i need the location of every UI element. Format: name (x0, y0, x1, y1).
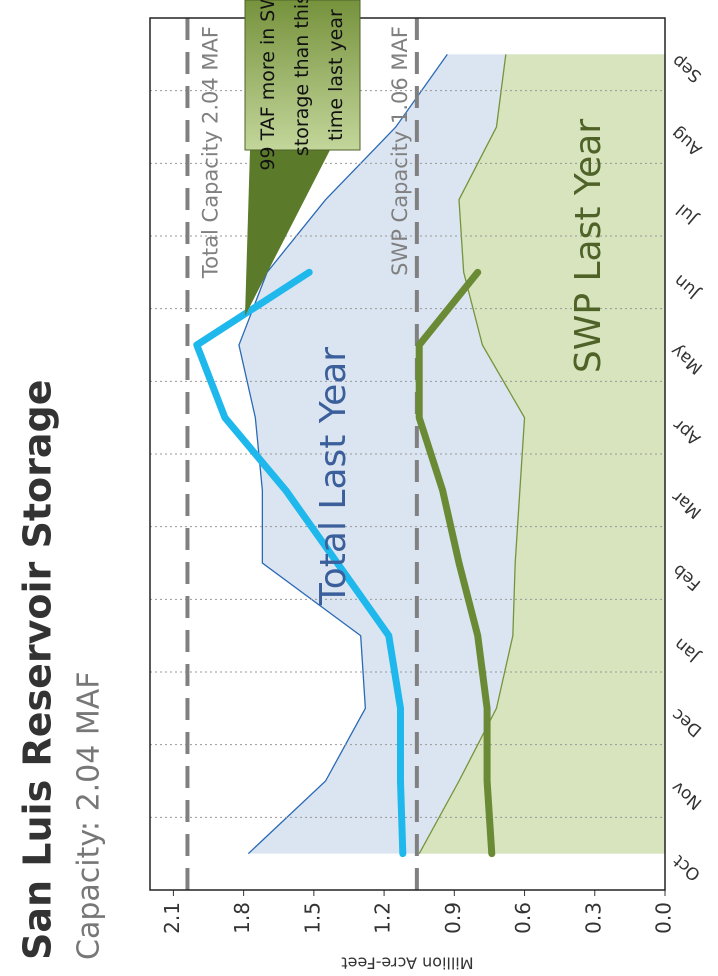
y-tick-label: 0.3 (581, 902, 605, 934)
x-tick-label: Aug (668, 123, 706, 160)
y-axis-label: Million Acre-Feet (341, 954, 473, 973)
capacity-label: Total Capacity 2.04 MAF (198, 26, 222, 279)
y-tick-label: 1.2 (371, 902, 395, 934)
x-tick-label: Jun (670, 270, 704, 303)
series-annotation: Total Last Year (313, 347, 354, 606)
callout-text: 99 TAF more in SWP storage than this time … (257, 0, 347, 171)
plot-frame (149, 17, 666, 891)
x-tick-label: Jul (673, 199, 702, 228)
x-tick-label: Feb (669, 560, 705, 595)
y-tick-label: 1.8 (230, 902, 254, 934)
x-tick-label: Nov (668, 777, 706, 814)
y-tick-label: 0.6 (511, 902, 535, 934)
callout-pointer (245, 150, 330, 316)
x-tick-label: Mar (668, 486, 705, 522)
capacity-label: SWP Capacity 1.06 MAF (388, 26, 412, 276)
callout-box (244, 0, 361, 151)
y-tick-label: 0.9 (441, 902, 465, 934)
x-tick-label: Dec (668, 704, 706, 740)
x-tick-label: Jan (671, 634, 705, 667)
line (193, 268, 407, 858)
y-tick-label: 2.1 (160, 902, 184, 934)
x-tick-label: Apr (669, 415, 704, 449)
chart-subtitle: Capacity: 2.04 MAF (72, 671, 107, 960)
chart-title: San Luis Reservoir Storage (16, 380, 60, 960)
x-tick-label: Oct (669, 850, 705, 884)
y-tick-label: 1.5 (300, 902, 324, 934)
series-annotation: SWP Last Year (568, 119, 609, 373)
x-tick-label: May (667, 340, 707, 378)
x-tick-label: Sep (668, 50, 705, 86)
area (419, 54, 665, 854)
line (415, 268, 496, 858)
y-tick-label: 0.0 (652, 902, 676, 934)
